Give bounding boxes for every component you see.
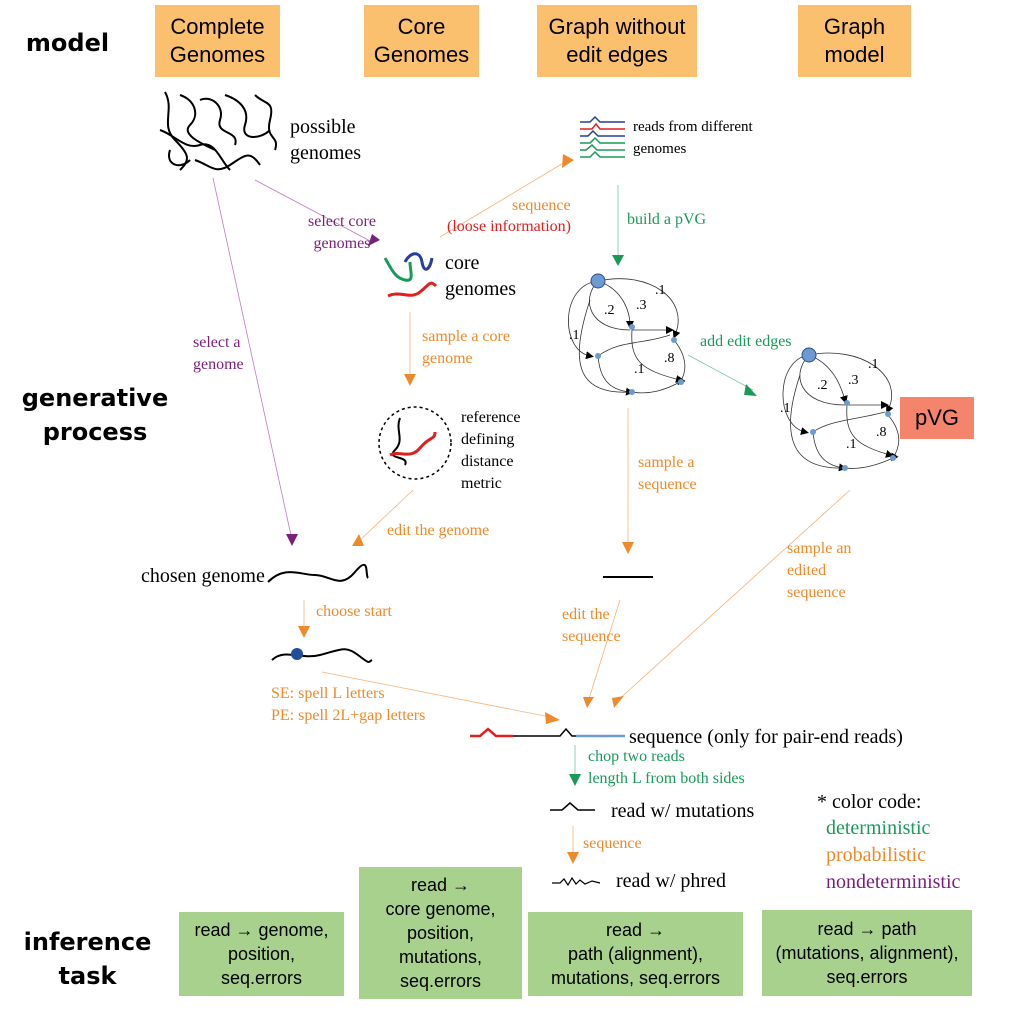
color-code-title: * color code: xyxy=(817,791,922,813)
connector-lines xyxy=(212,161,851,858)
graph1-weight: .1 xyxy=(655,283,666,298)
graph2-node xyxy=(890,455,896,461)
header-graph-model: Graph model xyxy=(798,5,911,77)
header-complete-genomes: Complete Genomes xyxy=(155,5,280,77)
reads-different-genomes-icon xyxy=(580,115,625,158)
select-core-genomes-label: select core genomes xyxy=(308,213,376,252)
build-pvg-label: build a pVG xyxy=(627,211,707,228)
sequence-small-label: sequence xyxy=(583,835,642,852)
read-mutations-line xyxy=(550,802,595,811)
chosen-genome-label: chosen genome xyxy=(141,565,265,587)
task-graph-model: read → path (mutations, alignment), seq.… xyxy=(762,910,972,996)
graph2-node xyxy=(842,465,848,471)
graph1-node xyxy=(629,389,635,395)
possible-genomes-icon xyxy=(159,91,278,171)
graph-model-pvg xyxy=(782,352,900,472)
graph1-node xyxy=(595,353,601,359)
choose-start-label: choose start xyxy=(316,603,392,620)
graph2-node xyxy=(885,411,891,417)
core-genomes-icon xyxy=(383,252,438,298)
color-code-probabilistic: probabilistic xyxy=(826,844,926,866)
task-graph-without-edit-edges-text: read → path (alignment), mutations, seq.… xyxy=(550,920,721,988)
graph2-weight: .1 xyxy=(868,357,879,372)
color-code-deterministic: deterministic xyxy=(826,817,931,839)
edit-the-sequence-label: edit the sequence xyxy=(562,606,621,645)
color-code-nondeterministic: nondeterministic xyxy=(826,871,961,893)
possible-genomes-label: possible genomes xyxy=(290,116,362,164)
start-position-dot xyxy=(291,648,303,660)
task-complete-genomes: read → genome, position, seq.errors xyxy=(179,912,344,996)
graph2-weight: .1 xyxy=(780,401,791,416)
core-genomes-label: core genomes xyxy=(445,252,517,300)
task-graph-without-edit-edges: read → path (alignment), mutations, seq.… xyxy=(528,912,743,996)
row-label-inference-task: inference task xyxy=(23,928,152,990)
graph1-weight: .3 xyxy=(636,298,647,313)
task-complete-genomes-text: read → genome, position, seq.errors xyxy=(194,920,329,988)
task-graph-model-text: read → path (mutations, alignment), seq.… xyxy=(775,919,959,987)
task-core-genomes: read → core genome, position, mutations,… xyxy=(359,867,522,999)
sequence-pair-end-label: sequence (only for pair-end reads) xyxy=(629,726,903,748)
graph1-weight: .8 xyxy=(664,351,675,366)
graph2-weight: .3 xyxy=(848,373,859,388)
read-phred-line xyxy=(552,876,601,887)
read-phred-label: read w/ phred xyxy=(616,870,726,892)
pair-end-sequence xyxy=(470,727,625,738)
sequence-label: sequence xyxy=(512,197,571,214)
add-edit-edges-label: add edit edges xyxy=(700,333,792,350)
edit-the-genome-label: edit the genome xyxy=(387,522,490,539)
header-core-genomes: Core Genomes xyxy=(364,5,479,77)
graph-without-edit-edges xyxy=(568,278,686,396)
graph2-source-node xyxy=(801,347,817,363)
header-graph-without-edit-edges: Graph without edit edges xyxy=(537,5,697,77)
select-a-genome-label: select a genome xyxy=(193,334,244,373)
reference-metric-label: reference defining distance metric xyxy=(461,409,521,492)
graph2-weight: .1 xyxy=(846,437,857,452)
reads-different-genomes-label: reads from different genomes xyxy=(633,119,753,157)
graph2-weight: .2 xyxy=(817,378,828,393)
sample-a-sequence-label: sample a sequence xyxy=(638,454,697,493)
graph1-node xyxy=(629,324,635,330)
sample-core-genome-label: sample a core genome xyxy=(422,328,510,367)
graph1-weight: .1 xyxy=(569,328,580,343)
graph1-node xyxy=(678,379,684,385)
reference-genome-icon xyxy=(378,406,452,480)
row-label-generative-process: generative process xyxy=(21,384,169,446)
arrowheads xyxy=(286,154,757,864)
graph1-weight: .2 xyxy=(604,303,615,318)
chosen-start-wave xyxy=(271,648,373,663)
graph1-source-node xyxy=(590,273,606,289)
graph1-weight: .1 xyxy=(634,362,645,377)
task-core-genomes-text: read → core genome, position, mutations,… xyxy=(385,875,496,991)
sample-edited-sequence-label: sample an edited sequence xyxy=(787,540,852,601)
chop-two-reads-label: chop two reads length L from both sides xyxy=(588,748,745,787)
graph2-weight: .8 xyxy=(876,425,887,440)
row-label-model: model xyxy=(25,29,110,57)
graph2-node xyxy=(844,400,850,406)
graph2-node xyxy=(810,429,816,435)
read-mutations-label: read w/ mutations xyxy=(611,800,755,822)
graph1-node xyxy=(671,337,677,343)
loose-information-label: (loose information) xyxy=(447,218,571,235)
pvg-box: pVG xyxy=(900,397,974,439)
spell-letters-label: SE: spell L letters PE: spell 2L+gap let… xyxy=(271,685,426,724)
chosen-genome-wave xyxy=(267,563,369,583)
